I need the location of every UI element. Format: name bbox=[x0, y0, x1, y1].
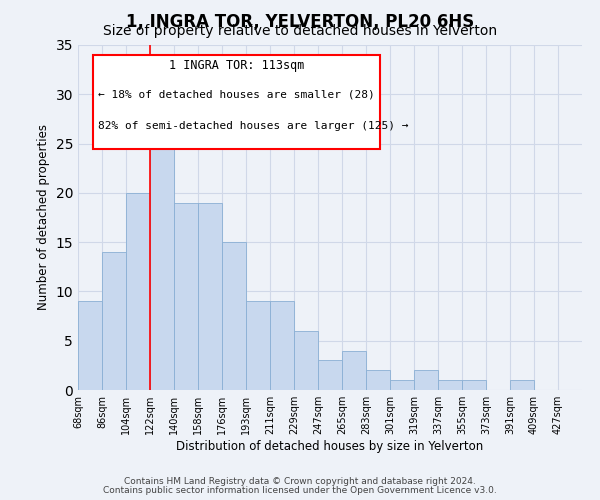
FancyBboxPatch shape bbox=[93, 56, 380, 148]
Bar bbox=[126, 193, 150, 390]
Text: Contains public sector information licensed under the Open Government Licence v3: Contains public sector information licen… bbox=[103, 486, 497, 495]
Bar bbox=[462, 380, 486, 390]
Bar bbox=[390, 380, 414, 390]
Bar bbox=[246, 302, 270, 390]
Text: 1 INGRA TOR: 113sqm: 1 INGRA TOR: 113sqm bbox=[169, 59, 304, 72]
Bar bbox=[198, 202, 222, 390]
Bar bbox=[366, 370, 390, 390]
Bar bbox=[78, 302, 102, 390]
Bar bbox=[510, 380, 534, 390]
Text: 1, INGRA TOR, YELVERTON, PL20 6HS: 1, INGRA TOR, YELVERTON, PL20 6HS bbox=[126, 12, 474, 30]
Text: Contains HM Land Registry data © Crown copyright and database right 2024.: Contains HM Land Registry data © Crown c… bbox=[124, 477, 476, 486]
Y-axis label: Number of detached properties: Number of detached properties bbox=[37, 124, 50, 310]
Text: 82% of semi-detached houses are larger (125) →: 82% of semi-detached houses are larger (… bbox=[98, 121, 409, 131]
Bar bbox=[438, 380, 462, 390]
Bar bbox=[270, 302, 294, 390]
Bar bbox=[294, 331, 318, 390]
Bar bbox=[150, 134, 174, 390]
Text: Size of property relative to detached houses in Yelverton: Size of property relative to detached ho… bbox=[103, 24, 497, 38]
Bar bbox=[414, 370, 438, 390]
Bar bbox=[174, 202, 198, 390]
Bar bbox=[222, 242, 246, 390]
Bar bbox=[102, 252, 126, 390]
Bar bbox=[318, 360, 342, 390]
Bar bbox=[342, 350, 366, 390]
X-axis label: Distribution of detached houses by size in Yelverton: Distribution of detached houses by size … bbox=[176, 440, 484, 453]
Text: ← 18% of detached houses are smaller (28): ← 18% of detached houses are smaller (28… bbox=[98, 90, 375, 100]
